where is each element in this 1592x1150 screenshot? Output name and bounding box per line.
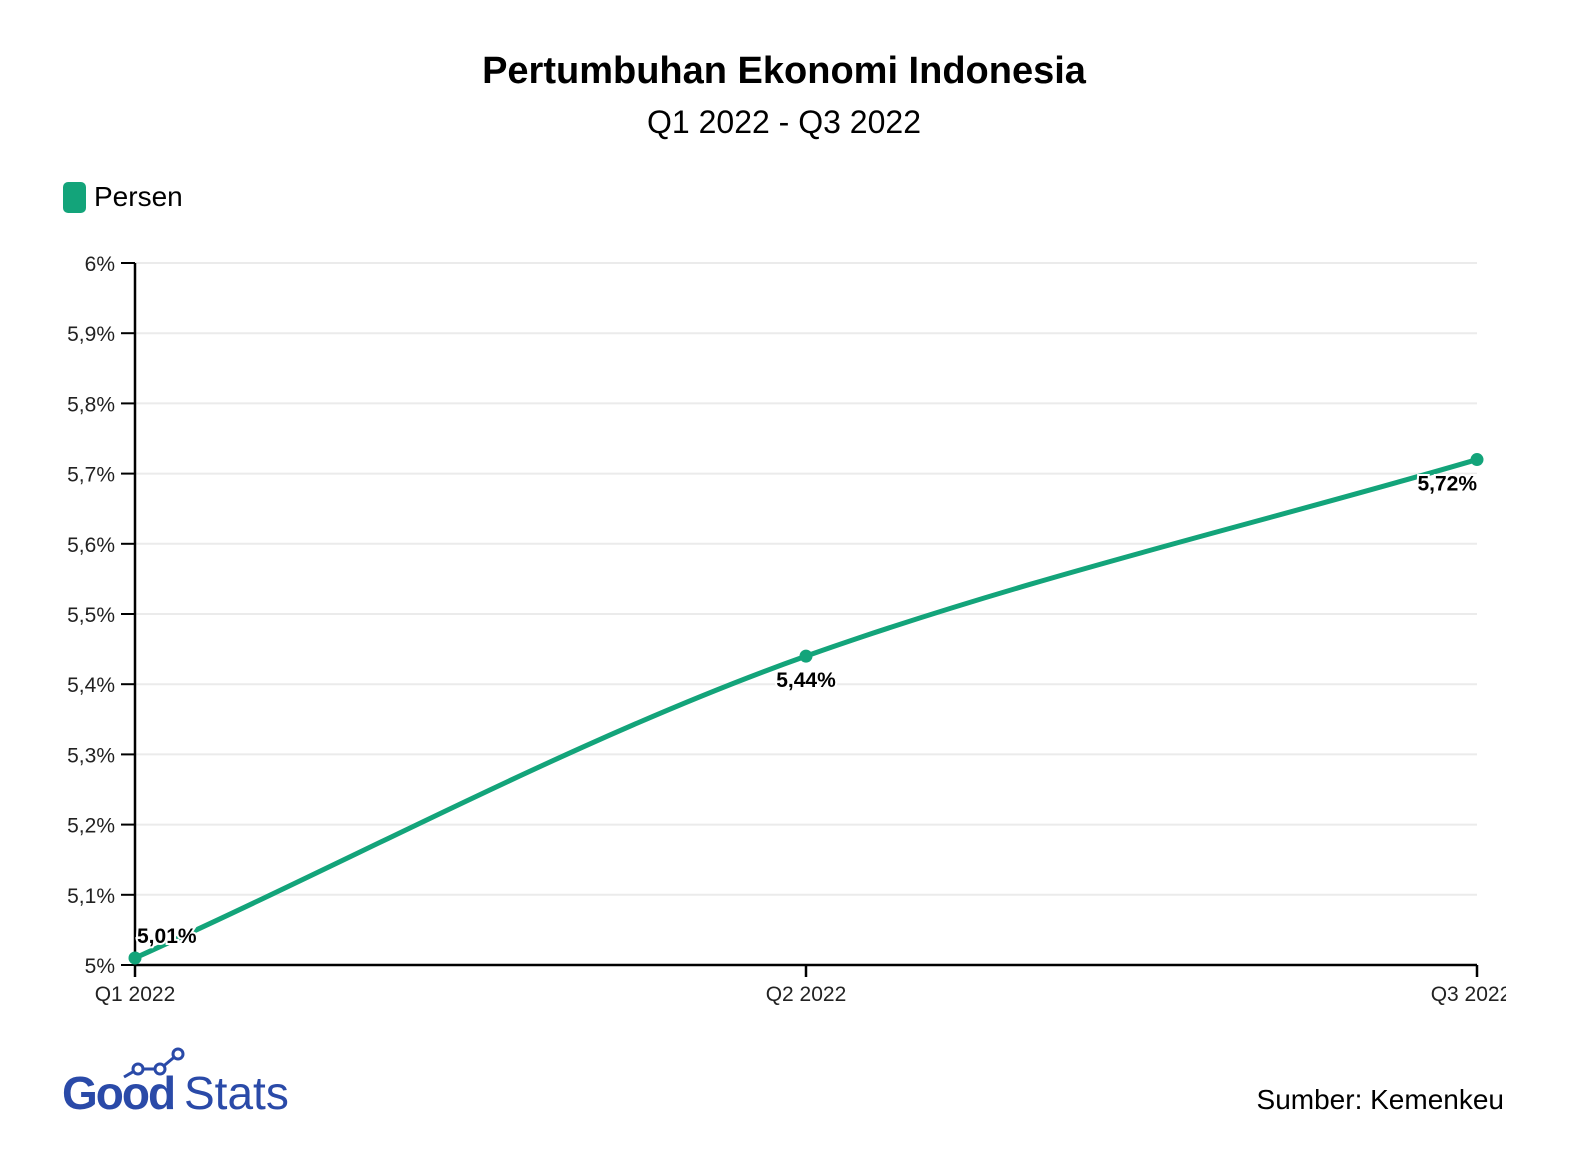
chart-title: Pertumbuhan Ekonomi Indonesia xyxy=(482,50,1086,92)
goodstats-logo: Good Stats xyxy=(62,1045,302,1122)
legend-swatch xyxy=(63,181,86,213)
data-label: 5,72% xyxy=(1417,473,1477,496)
chart-subtitle: Q1 2022 - Q3 2022 xyxy=(647,104,921,140)
svg-text:Good: Good xyxy=(62,1067,174,1117)
x-tick-label: Q1 2022 xyxy=(95,983,176,1006)
y-tick-label: 5,4% xyxy=(67,674,115,697)
gridlines xyxy=(135,262,1477,896)
legend: Persen xyxy=(63,181,183,213)
source-note: Sumber: Kemenkeu xyxy=(1256,1084,1504,1115)
y-tick-label: 5,5% xyxy=(67,604,115,627)
y-tick-label: 5,1% xyxy=(67,885,115,908)
y-tick-label: 5,7% xyxy=(67,464,115,487)
svg-text:Stats: Stats xyxy=(184,1067,289,1117)
y-tick-label: 5,9% xyxy=(67,323,115,346)
series-line xyxy=(128,453,1484,965)
series-line-path xyxy=(133,457,1478,961)
data-label: 5,01% xyxy=(137,925,197,948)
y-tick-label: 6% xyxy=(85,253,115,276)
axes: 5% 5,1% 5,2% 5,3% 5,4% 5,5% 5,6% 5,7% 5,8% 5,9% 6%… xyxy=(67,253,1512,1006)
y-tick-label: 5,3% xyxy=(67,744,115,767)
y-tick-label: 5,8% xyxy=(67,393,115,416)
data-point xyxy=(128,951,142,965)
y-tick-label: 5,6% xyxy=(67,534,115,557)
data-label: 5,44% xyxy=(776,669,836,692)
x-tick-label: Q2 2022 xyxy=(766,983,847,1006)
y-tick-label: 5,2% xyxy=(67,815,115,838)
x-tick-label: Q3 2022 xyxy=(1431,983,1512,1006)
data-point xyxy=(1470,453,1484,467)
data-point xyxy=(799,649,813,663)
y-tick-label: 5% xyxy=(85,955,115,978)
data-labels: 5,01% 5,44% 5,72% xyxy=(135,471,1479,950)
legend-label: Persen xyxy=(94,181,183,212)
